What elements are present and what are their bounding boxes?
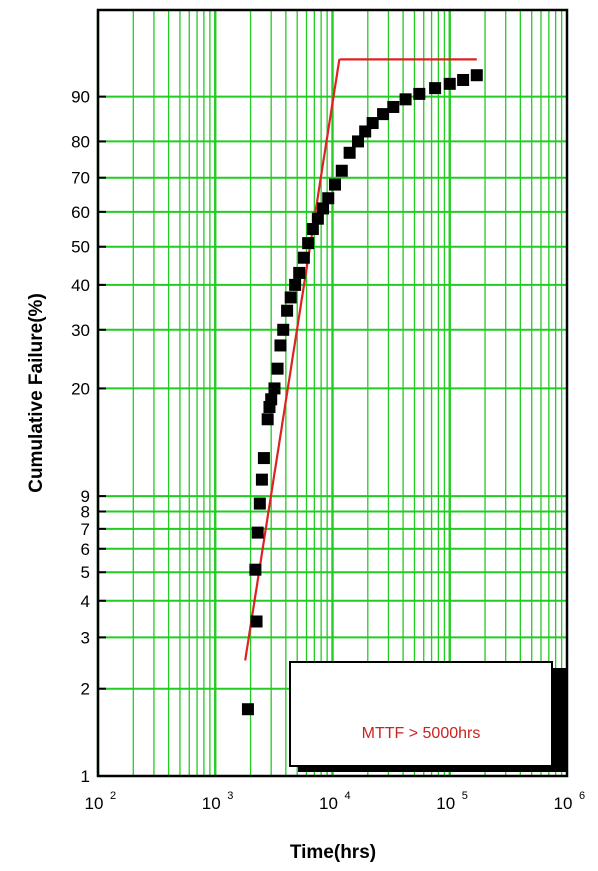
data-point bbox=[250, 615, 263, 628]
x-tick-exponent: 6 bbox=[579, 790, 585, 802]
data-point bbox=[257, 452, 270, 465]
data-point bbox=[289, 278, 302, 291]
y-tick-label: 70 bbox=[71, 169, 90, 188]
x-tick-label: 10 bbox=[319, 794, 338, 813]
data-point bbox=[413, 87, 426, 100]
data-point bbox=[268, 382, 281, 395]
y-tick-label: 7 bbox=[81, 520, 90, 539]
data-point bbox=[399, 93, 412, 106]
data-point bbox=[274, 339, 287, 352]
data-point bbox=[377, 108, 390, 121]
x-tick-labels: 10 2 10 3 10 4 10 5 10 6 bbox=[85, 790, 586, 813]
y-tick-label: 80 bbox=[71, 132, 90, 151]
data-point bbox=[335, 164, 348, 177]
x-tick-exponent: 2 bbox=[110, 790, 116, 802]
data-point bbox=[284, 291, 297, 304]
y-tick-label: 90 bbox=[71, 88, 90, 107]
y-tick-label: 3 bbox=[81, 628, 90, 647]
fit-line bbox=[244, 58, 477, 661]
data-point bbox=[328, 178, 341, 191]
x-tick-label: 10 bbox=[85, 794, 104, 813]
data-point bbox=[281, 304, 294, 317]
y-tick-label: 60 bbox=[71, 203, 90, 222]
plot-frame bbox=[96, 8, 569, 778]
y-gridlines bbox=[98, 95, 567, 690]
x-tick-exponent: 3 bbox=[227, 790, 233, 802]
x-tick-label: 10 bbox=[554, 794, 573, 813]
y-tick-label: 5 bbox=[81, 563, 90, 582]
data-point bbox=[249, 563, 262, 576]
y-tick-label: 4 bbox=[81, 592, 90, 611]
y-tick-label: 40 bbox=[71, 276, 90, 295]
mttf-annotation: MTTF > 5000hrs bbox=[289, 661, 568, 772]
y-tick-label: 30 bbox=[71, 321, 90, 340]
data-point bbox=[429, 82, 442, 95]
data-point bbox=[265, 393, 278, 406]
annotation-box bbox=[289, 661, 553, 767]
data-point bbox=[277, 323, 290, 336]
data-point bbox=[317, 202, 330, 215]
x-tick-label: 10 bbox=[202, 794, 221, 813]
data-point bbox=[443, 77, 456, 90]
y-tick-marks bbox=[98, 95, 106, 777]
data-point bbox=[343, 146, 356, 159]
data-point bbox=[261, 413, 274, 426]
data-points bbox=[241, 69, 483, 716]
data-point bbox=[302, 237, 315, 250]
y-tick-label: 8 bbox=[81, 502, 90, 521]
data-point bbox=[297, 251, 310, 264]
y-axis-title: Cumulative Failure(%) bbox=[26, 293, 47, 493]
y-tick-label: 1 bbox=[81, 767, 90, 786]
y-tick-label: 2 bbox=[81, 680, 90, 699]
data-point bbox=[293, 266, 306, 279]
data-point bbox=[241, 703, 254, 716]
y-tick-label: 6 bbox=[81, 540, 90, 559]
x-axis-title: Time(hrs) bbox=[290, 842, 376, 863]
data-point bbox=[470, 69, 483, 82]
data-point bbox=[457, 73, 470, 86]
data-point bbox=[253, 497, 266, 510]
data-point bbox=[251, 526, 264, 539]
data-point bbox=[271, 362, 284, 375]
x-tick-exponent: 4 bbox=[345, 790, 351, 802]
data-point bbox=[306, 223, 319, 236]
data-point bbox=[352, 135, 364, 148]
weibull-fit-line bbox=[244, 58, 477, 661]
data-point bbox=[359, 125, 372, 138]
data-point bbox=[311, 212, 324, 225]
x-tick-label: 10 bbox=[436, 794, 455, 813]
x-tick-exponent: 5 bbox=[462, 790, 468, 802]
y-tick-label: 50 bbox=[71, 238, 90, 257]
data-point bbox=[255, 473, 268, 486]
data-point bbox=[387, 100, 400, 113]
data-point bbox=[322, 192, 335, 205]
y-tick-label: 20 bbox=[71, 379, 90, 398]
annotation-text: MTTF > 5000hrs bbox=[362, 725, 481, 742]
data-point bbox=[366, 117, 379, 130]
y-tick-label: 9 bbox=[81, 487, 90, 506]
